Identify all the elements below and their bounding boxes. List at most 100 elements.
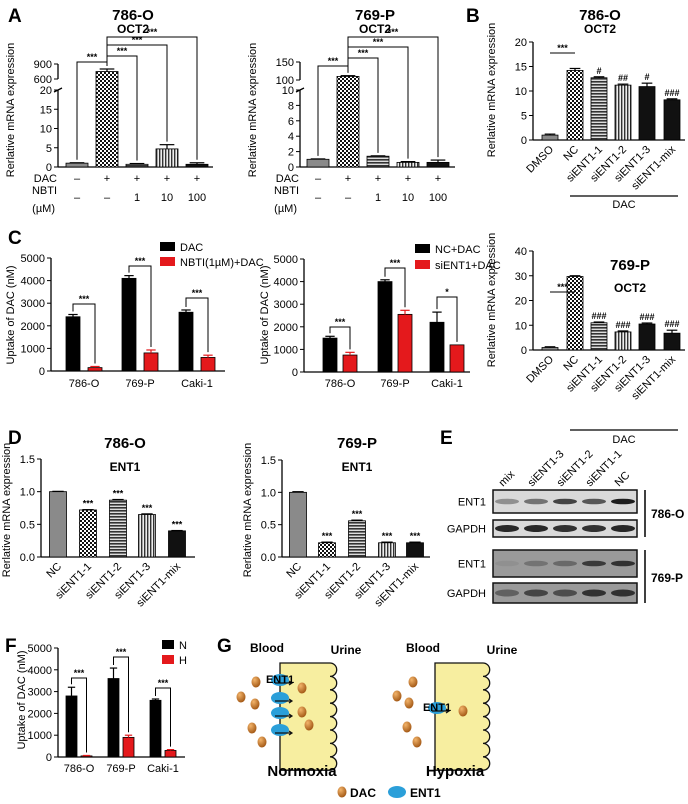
significance-bracket: [106, 36, 198, 160]
chart-subtitle: ENT1: [110, 460, 141, 474]
bar: [429, 321, 445, 373]
bar: [87, 367, 103, 372]
bar: [566, 70, 584, 141]
panel-label-e: E: [440, 428, 453, 449]
row-value: –: [74, 173, 81, 185]
bar: [541, 347, 559, 351]
bar-significance-label: ***: [382, 531, 393, 541]
y-tick-label: 1000: [274, 344, 298, 356]
blot-band: [582, 525, 606, 532]
dac-molecule-icon: [392, 690, 402, 702]
y-axis-label: Uptake of DAC (nM): [259, 265, 271, 364]
y-tick-label: 5: [46, 143, 52, 155]
dac-group-label: DAC: [612, 434, 635, 446]
row-value: 100: [188, 192, 206, 204]
unit-label: (µM): [274, 203, 297, 215]
bar: [79, 509, 97, 558]
significance-label: ***: [557, 43, 568, 53]
panel-label-c: C: [8, 228, 22, 249]
bar: [65, 695, 78, 758]
bar-significance-label: ***: [172, 520, 183, 530]
bar: [366, 155, 390, 168]
row-value: +: [134, 173, 140, 185]
row-value: +: [375, 173, 381, 185]
bar: [406, 542, 424, 558]
blot-band: [524, 560, 548, 567]
bar-significance-label: ##: [618, 73, 628, 83]
y-tick-label: 20: [515, 37, 527, 49]
row-value: +: [405, 173, 411, 185]
dac-molecule-icon: [250, 698, 260, 710]
bar: [49, 491, 67, 558]
y-tick-label: 5000: [274, 254, 298, 266]
y-axis-label: Rerlative mRNA expression: [247, 43, 259, 178]
chart-b2: [529, 250, 685, 431]
y-tick-label: 1.5: [20, 454, 35, 466]
legend-label: siENT1+DAC: [435, 260, 501, 272]
bar: [107, 678, 120, 758]
x-category-label: 769-P: [125, 378, 154, 390]
chart-subtitle: OCT2: [117, 22, 149, 36]
normoxia-label: Normoxia: [267, 763, 337, 780]
significance-label: ***: [557, 282, 568, 292]
chart-subtitle: OCT2: [584, 22, 616, 36]
y-tick-label: 0.0: [261, 552, 276, 564]
y-axis-label: Uptake of DAC (nM): [5, 265, 17, 364]
panel-label-g: G: [217, 636, 232, 657]
significance-label: ***: [87, 52, 98, 62]
row-value: –: [315, 192, 322, 204]
dac-group-label: DAC: [612, 199, 635, 211]
y-axis-label: Rerlative mRNA expression: [486, 23, 498, 158]
bar: [638, 323, 656, 351]
bar: [396, 161, 420, 168]
dac-molecule-icon: [337, 786, 347, 798]
legend-swatch: [160, 242, 175, 251]
y-tick-label: 20: [515, 296, 527, 308]
y-axis-label: Uptake of DAC (nM): [16, 650, 28, 749]
dac-molecule-icon: [408, 676, 418, 688]
blot-band: [553, 525, 577, 532]
row-value: 10: [402, 192, 414, 204]
bar: [566, 276, 584, 351]
urine-label: Urine: [487, 643, 518, 657]
ent1-transporter-icon: [388, 786, 406, 798]
bar: [590, 322, 608, 351]
y-tick-label: 0: [46, 752, 52, 764]
bar-significance-label: ###: [591, 311, 606, 321]
significance-bracket: [185, 297, 209, 353]
chart-subtitle: OCT2: [359, 22, 391, 36]
chart-b1: [529, 41, 685, 197]
legend-swatch: [160, 257, 175, 266]
bar: [377, 281, 393, 373]
bar: [336, 76, 360, 168]
blot-lane-label: mix: [497, 468, 518, 489]
y-tick-label: 900: [34, 59, 52, 71]
bar-significance-label: ###: [664, 88, 679, 98]
significance-bracket: [436, 296, 458, 342]
blot-band: [495, 589, 519, 597]
bar: [322, 337, 338, 373]
y-tick-label: 10: [515, 86, 527, 98]
dac-molecule-icon: [404, 697, 414, 709]
legend-label-ent1: ENT1: [410, 786, 441, 800]
significance-label: ***: [158, 678, 169, 688]
y-tick-label: 4000: [28, 665, 52, 677]
bar: [289, 491, 307, 558]
y-tick-label: 2000: [28, 708, 52, 720]
kidney-cell-shape: [434, 662, 491, 771]
y-tick-label: 5: [521, 111, 527, 123]
bar: [168, 530, 186, 558]
y-tick-label: 10: [282, 85, 294, 97]
chart-subtitle: ENT1: [342, 460, 373, 474]
significance-bracket: [113, 656, 129, 733]
bar: [95, 71, 119, 168]
bar-significance-label: ###: [639, 312, 654, 322]
urine-label: Urine: [331, 643, 362, 657]
row-value: 100: [429, 192, 447, 204]
dac-molecule-icon: [412, 736, 422, 748]
x-category-label: DMSO: [524, 143, 556, 175]
bar: [318, 542, 336, 558]
row-label: NBTI: [274, 185, 299, 197]
unit-label: (µM): [32, 203, 55, 215]
